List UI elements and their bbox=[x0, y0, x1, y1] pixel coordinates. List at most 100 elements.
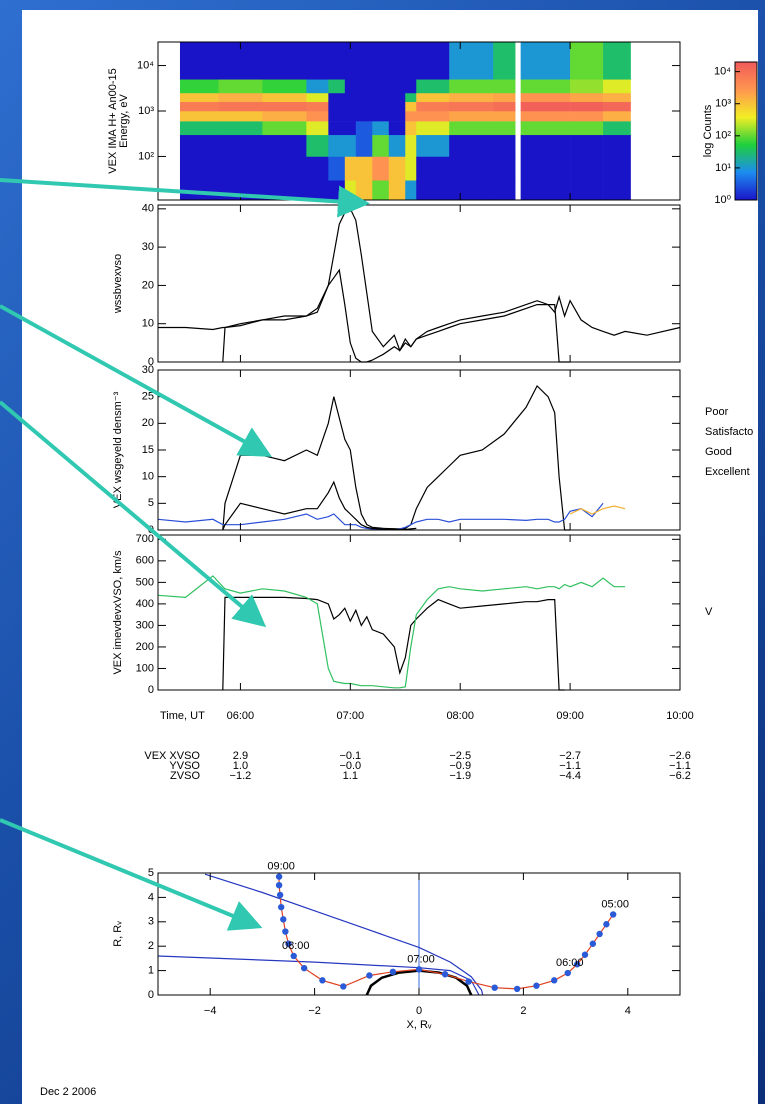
heatmap-cell bbox=[521, 111, 571, 121]
heatmap-cell bbox=[570, 111, 603, 121]
heatmap-cell bbox=[372, 93, 389, 102]
y-tick-label: 4 bbox=[148, 891, 154, 903]
y-tick-label: 5 bbox=[148, 867, 154, 879]
heatmap-cell bbox=[405, 79, 416, 93]
x-tick-label: 2 bbox=[520, 1005, 526, 1017]
heatmap-cell bbox=[306, 135, 328, 157]
heatmap-cell bbox=[218, 79, 262, 93]
y-axis-label: VEX imevdevxVSO, km/s bbox=[112, 550, 124, 675]
heatmap-cell bbox=[262, 93, 306, 102]
colorbar-tick-label: 10¹ bbox=[715, 162, 731, 174]
point-marker bbox=[277, 892, 283, 898]
heatmap-cell bbox=[521, 93, 571, 102]
heatmap-cell bbox=[521, 156, 571, 180]
heatmap-cell bbox=[405, 180, 416, 200]
heatmap-cell bbox=[493, 156, 515, 180]
heatmap-cell bbox=[389, 111, 406, 121]
heatmap-cell bbox=[416, 156, 449, 180]
heatmap-cell bbox=[405, 42, 416, 80]
heatmap-cell bbox=[405, 111, 416, 121]
colorbar-label: log Counts bbox=[702, 104, 714, 157]
heatmap-cell bbox=[389, 180, 406, 200]
point-marker bbox=[533, 983, 539, 989]
colorbar-tick-label: 10⁴ bbox=[714, 66, 731, 78]
y-tick-label: 40 bbox=[142, 203, 154, 215]
point-marker bbox=[603, 921, 609, 927]
heatmap-cell bbox=[218, 135, 262, 157]
y-tick-label: 1 bbox=[148, 965, 154, 977]
heatmap-cell bbox=[389, 121, 406, 135]
point-marker bbox=[278, 904, 284, 910]
heatmap-cell bbox=[449, 42, 493, 80]
point-marker bbox=[319, 977, 325, 983]
x-tick-label: 09:00 bbox=[556, 710, 584, 722]
heatmap-cell bbox=[521, 121, 571, 135]
heatmap-cell bbox=[262, 135, 306, 157]
table-cell: −4.4 bbox=[559, 770, 581, 782]
heatmap-cell bbox=[218, 111, 262, 121]
legend-entry: Satisfacto bbox=[705, 426, 753, 438]
heatmap-cell bbox=[372, 42, 389, 80]
heatmap-cell bbox=[603, 42, 631, 80]
point-label: 05:00 bbox=[601, 898, 629, 910]
y-tick-label: 500 bbox=[136, 576, 154, 588]
heatmap-cell bbox=[180, 135, 219, 157]
heatmap-cell bbox=[345, 121, 356, 135]
heatmap-cell bbox=[262, 42, 306, 80]
heatmap-cell bbox=[570, 121, 603, 135]
heatmap-cell bbox=[180, 111, 219, 121]
heatmap-cell bbox=[570, 135, 603, 157]
heatmap-cell bbox=[416, 121, 449, 135]
figure: Dec 2 2006 10⁰10¹10²10³10⁴log Counts10²1… bbox=[0, 0, 765, 1104]
heatmap-cell bbox=[328, 102, 345, 112]
heatmap-cell bbox=[180, 42, 219, 80]
y-tick-label: 15 bbox=[142, 444, 154, 456]
table-cell: −1.2 bbox=[230, 770, 252, 782]
point-marker bbox=[340, 983, 346, 989]
point-marker bbox=[551, 977, 557, 983]
heatmap-cell bbox=[328, 93, 345, 102]
y-tick-label: 400 bbox=[136, 598, 154, 610]
x-tick-label: 07:00 bbox=[337, 710, 365, 722]
heatmap-cell bbox=[405, 121, 416, 135]
point-marker bbox=[491, 984, 497, 990]
point-marker bbox=[282, 928, 288, 934]
y-tick-label: 10⁴ bbox=[137, 59, 154, 71]
heatmap-cell bbox=[416, 135, 449, 157]
heatmap-cell bbox=[493, 180, 515, 200]
x-axis-label: Time, UT bbox=[160, 710, 205, 722]
heatmap-cell bbox=[328, 121, 345, 135]
heatmap-cell bbox=[262, 111, 306, 121]
y-tick-label: 100 bbox=[136, 662, 154, 674]
heatmap-cell bbox=[180, 93, 219, 102]
heatmap-cell bbox=[389, 156, 406, 180]
heatmap-cell bbox=[356, 156, 373, 180]
heatmap-cell bbox=[405, 93, 416, 102]
heatmap-cell bbox=[262, 79, 306, 93]
heatmap-cell bbox=[356, 79, 373, 93]
y-axis-label: wssbvexvso bbox=[112, 254, 124, 314]
y-tick-label: 5 bbox=[148, 497, 154, 509]
x-tick-label: 06:00 bbox=[227, 710, 255, 722]
heatmap-cell bbox=[356, 111, 373, 121]
point-marker bbox=[416, 966, 422, 972]
heatmap-cell bbox=[345, 156, 356, 180]
heatmap-cell bbox=[570, 102, 603, 112]
heatmap-cell bbox=[416, 42, 449, 80]
heatmap-cell bbox=[416, 93, 449, 102]
heatmap-cell bbox=[449, 135, 493, 157]
heatmap-cell bbox=[603, 180, 631, 200]
y-tick-label: 300 bbox=[136, 619, 154, 631]
point-marker bbox=[390, 969, 396, 975]
heatmap-cell bbox=[180, 79, 219, 93]
heatmap-cell bbox=[449, 102, 493, 112]
heatmap-cell bbox=[262, 156, 306, 180]
colorbar bbox=[735, 62, 757, 200]
point-marker bbox=[465, 978, 471, 984]
heatmap-cell bbox=[493, 121, 515, 135]
point-marker bbox=[442, 971, 448, 977]
heatmap-cell bbox=[389, 135, 406, 157]
x-tick-label: −4 bbox=[204, 1005, 217, 1017]
point-marker bbox=[590, 941, 596, 947]
y-tick-label: 600 bbox=[136, 555, 154, 567]
